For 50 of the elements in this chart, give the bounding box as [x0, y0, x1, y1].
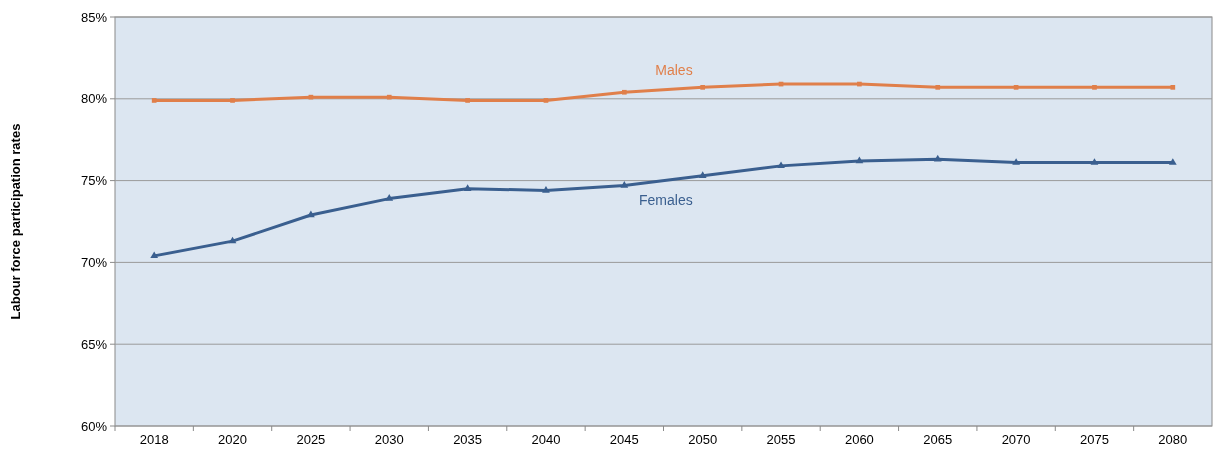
x-tick-label: 2030 [374, 432, 404, 447]
x-tick-label: 2055 [766, 432, 796, 447]
x-tick-label: 2020 [218, 432, 247, 447]
y-axis-title: Labour force participation rates [8, 123, 23, 320]
point [150, 251, 159, 259]
y-tick-label: 65% [80, 336, 108, 352]
x-tick-label: 2065 [923, 432, 953, 447]
y-tick-label: 60% [80, 418, 108, 434]
x-tick-label: 2025 [296, 432, 326, 447]
x-tick-label: 2060 [844, 432, 874, 447]
point [542, 185, 550, 193]
x-tick-label: 2018 [139, 432, 169, 447]
point [230, 98, 235, 103]
point [620, 181, 629, 188]
point [465, 98, 470, 103]
y-tick-label: 75% [80, 173, 108, 189]
y-tick-label: 70% [80, 254, 108, 270]
x-tick-label: 2045 [609, 432, 639, 447]
point [933, 154, 942, 162]
x-tick-label: 2070 [1001, 432, 1031, 447]
series-label: Males [655, 62, 693, 79]
point [1012, 158, 1020, 165]
point [855, 156, 864, 164]
point [228, 236, 237, 244]
series-label: Females [638, 191, 693, 208]
point [857, 81, 862, 87]
point [935, 85, 941, 90]
point [1168, 158, 1177, 165]
point [308, 94, 314, 100]
y-tick-label: 85% [80, 9, 108, 25]
point [698, 171, 707, 178]
point [151, 98, 157, 103]
point [385, 194, 394, 201]
y-tick-label: 80% [80, 91, 108, 107]
x-tick-label: 2075 [1080, 432, 1109, 447]
x-tick-label: 2080 [1158, 432, 1188, 447]
point [1090, 158, 1099, 165]
point [777, 161, 785, 169]
x-tick-label: 2035 [453, 432, 483, 447]
point [1170, 85, 1176, 90]
x-tick-label: 2040 [531, 432, 561, 447]
point [463, 184, 472, 192]
point [307, 210, 315, 218]
point [1092, 85, 1097, 90]
point [386, 94, 392, 100]
point [700, 85, 706, 90]
point [621, 89, 627, 95]
point [543, 98, 549, 103]
point [1013, 85, 1019, 90]
x-tick-label: 2050 [688, 432, 718, 447]
